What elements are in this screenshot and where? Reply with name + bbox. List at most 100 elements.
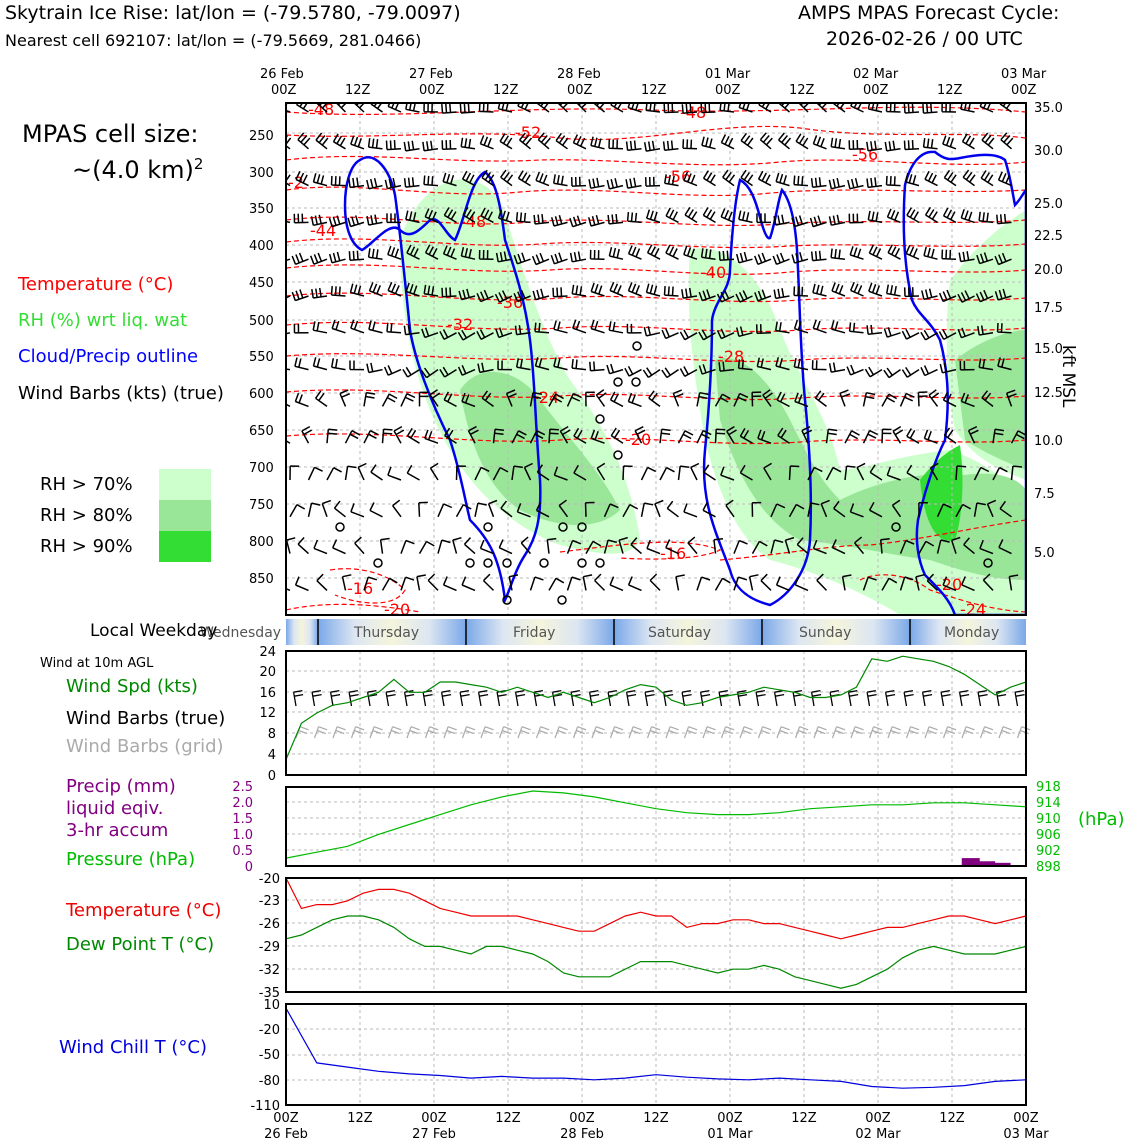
temp-label: -20 [936,575,962,594]
wind-barb [755,689,766,707]
wind-barb [461,576,476,592]
wind-barb [321,499,332,518]
wind-barb [847,689,859,707]
wind-barb [960,103,975,113]
pressure-units-label: (hPa) [1078,809,1125,830]
cell-size-sup: 2 [193,155,204,173]
wind-barb [665,726,679,739]
wind-barb [367,248,383,260]
wind-barb [841,574,852,591]
pressure-tick: 300 [249,166,274,181]
wind-barb [940,689,951,707]
wind-barb [499,133,513,150]
precip-bar [961,858,980,866]
wind-barb [702,170,716,187]
wind-barb [443,207,457,224]
cloud-outline [343,156,542,605]
wind-barb [815,103,828,113]
wind-barb [590,429,605,444]
wind-barb [422,689,433,707]
wind-barb [570,689,581,707]
bottom-time-axis: 00Z 12Z 00Z 12Z 00Z 12Z 00Z 12Z 00Z 12Z … [264,1111,1049,1140]
precip-ytick: 0 [245,860,253,875]
wind-barb [943,427,957,444]
wind-barb [867,210,883,224]
precip-ytick: 1.0 [232,828,253,843]
wind-barb [887,726,901,739]
wind-barb [492,466,509,481]
wind-barb [624,365,642,377]
wind-barb [862,429,879,444]
wind-barb [973,502,986,517]
wind-barb [757,170,772,187]
wind-barb [316,573,328,591]
wind-barb [643,326,661,337]
wind-barb [370,464,383,481]
weekday-band [286,619,318,645]
wind-barb [869,464,883,481]
calm-circle [891,522,901,532]
kft-tick: 30.0 [1034,144,1063,159]
wind-barb [537,132,551,150]
wind-barb [627,576,642,592]
wind-barb [495,327,513,339]
weekday-name: Monday [944,625,999,641]
temp-contour [286,292,1026,303]
wind-barb [348,177,365,189]
wind-barb [293,213,309,224]
wind-barb [796,537,809,555]
grid-wind-barbs [295,726,1031,739]
wind-barb [663,103,679,114]
wind-barb [978,211,994,224]
wind-barb [439,329,457,340]
wind-barb [994,288,1012,301]
wind-speed-label: Wind Spd (kts) [66,676,198,697]
wind-barb [906,428,920,444]
wind-chill-panel: 10 -20 -50 -80 -110 [250,998,1027,1114]
calm-circle [502,595,512,605]
wind-barb [831,539,846,555]
wind-barbs-grid-label: Wind Barbs (grid) [66,736,224,757]
top-time-tick: 12Z [493,83,519,98]
wind-barb [881,428,892,444]
wind-barb [646,244,661,260]
rh80-region [955,330,1026,470]
wind-barb [295,170,309,187]
temp-label: -32 [447,315,473,334]
wind-barb [566,392,582,407]
wind-barb [625,177,642,189]
wind-barb [994,252,1012,266]
wind-barb [681,689,692,707]
wind-barb [559,425,571,444]
wind-barb [739,726,753,739]
wind-barb [314,390,328,408]
weekday-band [466,619,614,645]
wind-barb [644,689,655,707]
wind-barb [315,103,328,113]
wind-barb [666,500,679,518]
wind-barb [648,390,661,408]
bottom-date-label: 27 Feb [412,1127,456,1140]
wind-barb [330,286,346,297]
wind-barb [594,573,606,591]
wind-barb [812,283,827,297]
weekday-band [762,619,910,645]
wind-barb [366,362,383,374]
wind-barb [311,689,322,707]
wind-barb [487,499,498,518]
wind-barb [773,214,790,226]
wind-barb [998,539,1012,555]
wind-barb [899,539,915,554]
wind-barb [381,428,393,444]
kft-tick: 12.5 [1034,386,1063,401]
wind-barb [797,103,810,113]
wind-barb [312,357,328,371]
wind-barb [961,726,975,739]
wind-barb [677,430,694,444]
wind-barb [778,132,792,150]
wind-barb [830,248,846,260]
weekday-name: Wednesday [200,625,281,641]
wind-barb [866,177,883,189]
precip-bars [961,858,1011,866]
wind-barb [903,287,920,298]
